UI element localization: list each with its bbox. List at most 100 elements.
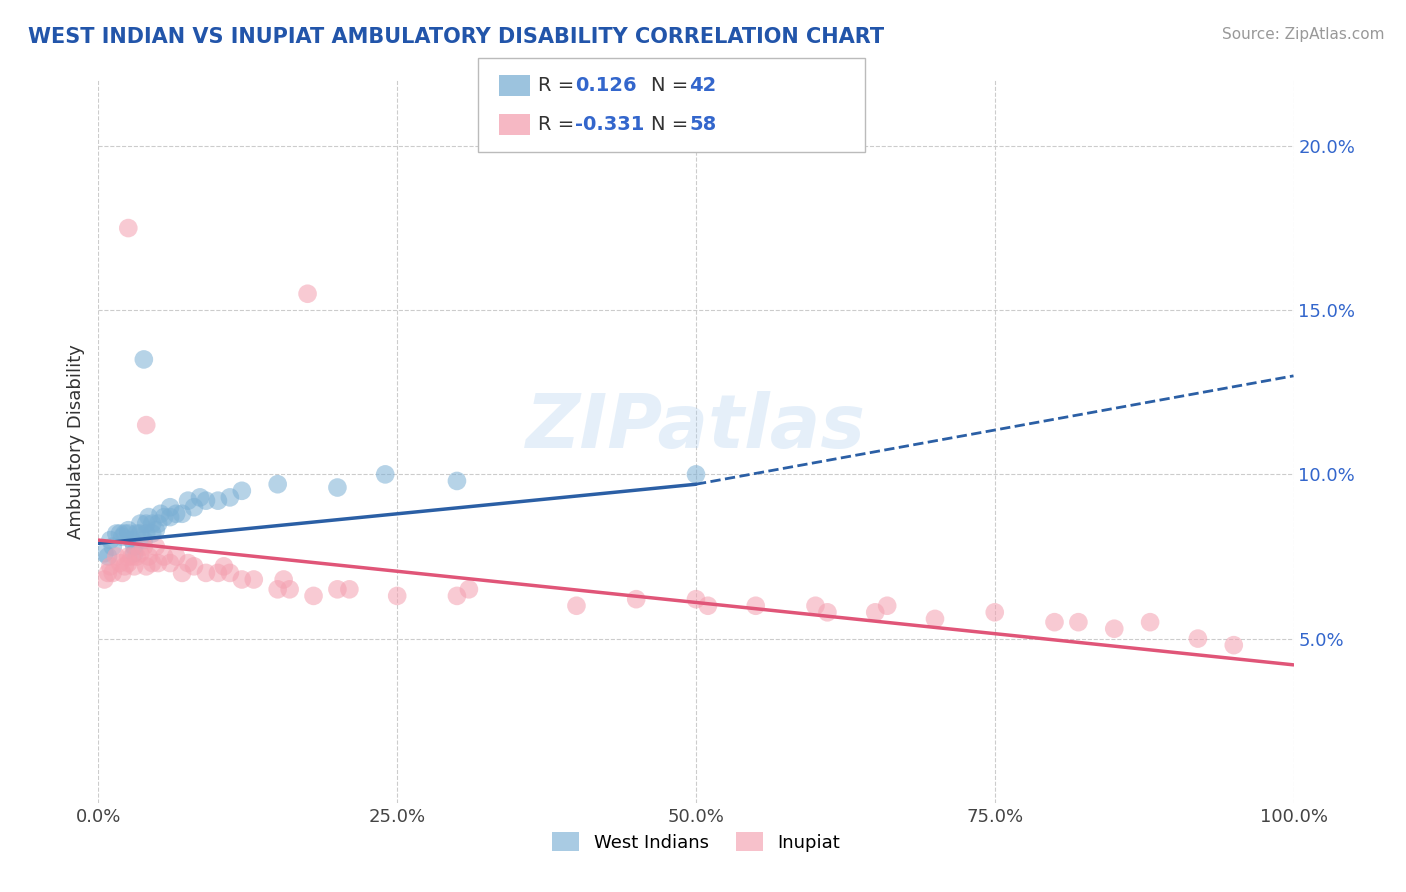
Point [145, 523, 167, 537]
Point [153, 510, 176, 524]
Point [149, 507, 172, 521]
Point [97, 566, 120, 580]
Point [685, 467, 707, 482]
Point [132, 540, 155, 554]
Text: R =: R = [538, 76, 588, 95]
Text: 0.126: 0.126 [575, 76, 637, 95]
Point [141, 526, 163, 541]
Point [111, 566, 134, 580]
Point [117, 556, 139, 570]
Point [97, 549, 120, 564]
Point [125, 526, 148, 541]
Point [135, 516, 157, 531]
Point [195, 566, 218, 580]
Text: 42: 42 [689, 76, 716, 95]
Text: ZIPatlas: ZIPatlas [526, 391, 866, 464]
Y-axis label: Ambulatory Disability: Ambulatory Disability [66, 344, 84, 539]
Point [117, 526, 139, 541]
Text: WEST INDIAN VS INUPIAT AMBULATORY DISABILITY CORRELATION CHART: WEST INDIAN VS INUPIAT AMBULATORY DISABI… [28, 27, 884, 46]
Point [159, 556, 181, 570]
Point [101, 566, 124, 580]
Point [326, 481, 349, 495]
Point [446, 589, 468, 603]
Point [231, 483, 253, 498]
Text: R =: R = [538, 115, 588, 134]
Point [117, 523, 139, 537]
Point [93, 573, 115, 587]
Point [141, 556, 163, 570]
Point [183, 500, 205, 515]
Point [105, 549, 128, 564]
Point [129, 516, 152, 531]
Point [219, 566, 242, 580]
Point [114, 559, 136, 574]
Point [697, 599, 720, 613]
Point [129, 546, 152, 560]
Text: N =: N = [651, 115, 695, 134]
Point [188, 491, 211, 505]
Point [124, 546, 146, 560]
Point [685, 592, 707, 607]
Point [105, 526, 128, 541]
Point [125, 549, 148, 564]
Point [231, 573, 253, 587]
Point [326, 582, 349, 597]
Point [297, 286, 319, 301]
Point [1223, 638, 1246, 652]
Point [117, 549, 139, 564]
Point [865, 605, 887, 619]
Point [446, 474, 468, 488]
Point [148, 556, 170, 570]
Point [385, 589, 409, 603]
Point [138, 510, 160, 524]
Point [177, 493, 200, 508]
Point [159, 510, 181, 524]
Point [135, 526, 157, 541]
Text: Source: ZipAtlas.com: Source: ZipAtlas.com [1222, 27, 1385, 42]
Point [148, 516, 170, 531]
Point [1104, 622, 1126, 636]
Point [984, 605, 1007, 619]
Point [159, 500, 181, 515]
Point [111, 530, 134, 544]
Point [207, 566, 229, 580]
Point [153, 549, 176, 564]
Point [302, 589, 325, 603]
Point [278, 582, 301, 597]
Point [138, 549, 160, 564]
Point [267, 582, 290, 597]
Point [212, 559, 235, 574]
Point [243, 573, 266, 587]
Point [135, 559, 157, 574]
Point [195, 493, 218, 508]
Point [207, 493, 229, 508]
Point [458, 582, 481, 597]
Text: -0.331: -0.331 [575, 115, 644, 134]
Point [121, 533, 143, 547]
Point [121, 549, 143, 564]
Point [108, 526, 131, 541]
Point [374, 467, 396, 482]
Text: 58: 58 [689, 115, 716, 134]
Point [267, 477, 290, 491]
Point [1139, 615, 1161, 630]
Point [93, 546, 115, 560]
Point [565, 599, 588, 613]
Point [339, 582, 361, 597]
Point [108, 556, 131, 570]
Point [804, 599, 827, 613]
Point [132, 352, 155, 367]
Point [98, 533, 122, 547]
Point [745, 599, 768, 613]
Point [172, 566, 194, 580]
Point [626, 592, 648, 607]
Point [815, 605, 838, 619]
Point [165, 549, 187, 564]
Point [165, 507, 187, 521]
Point [219, 491, 242, 505]
Point [183, 559, 205, 574]
Point [132, 533, 155, 547]
Point [129, 526, 152, 541]
Point [101, 540, 124, 554]
Point [1043, 615, 1066, 630]
